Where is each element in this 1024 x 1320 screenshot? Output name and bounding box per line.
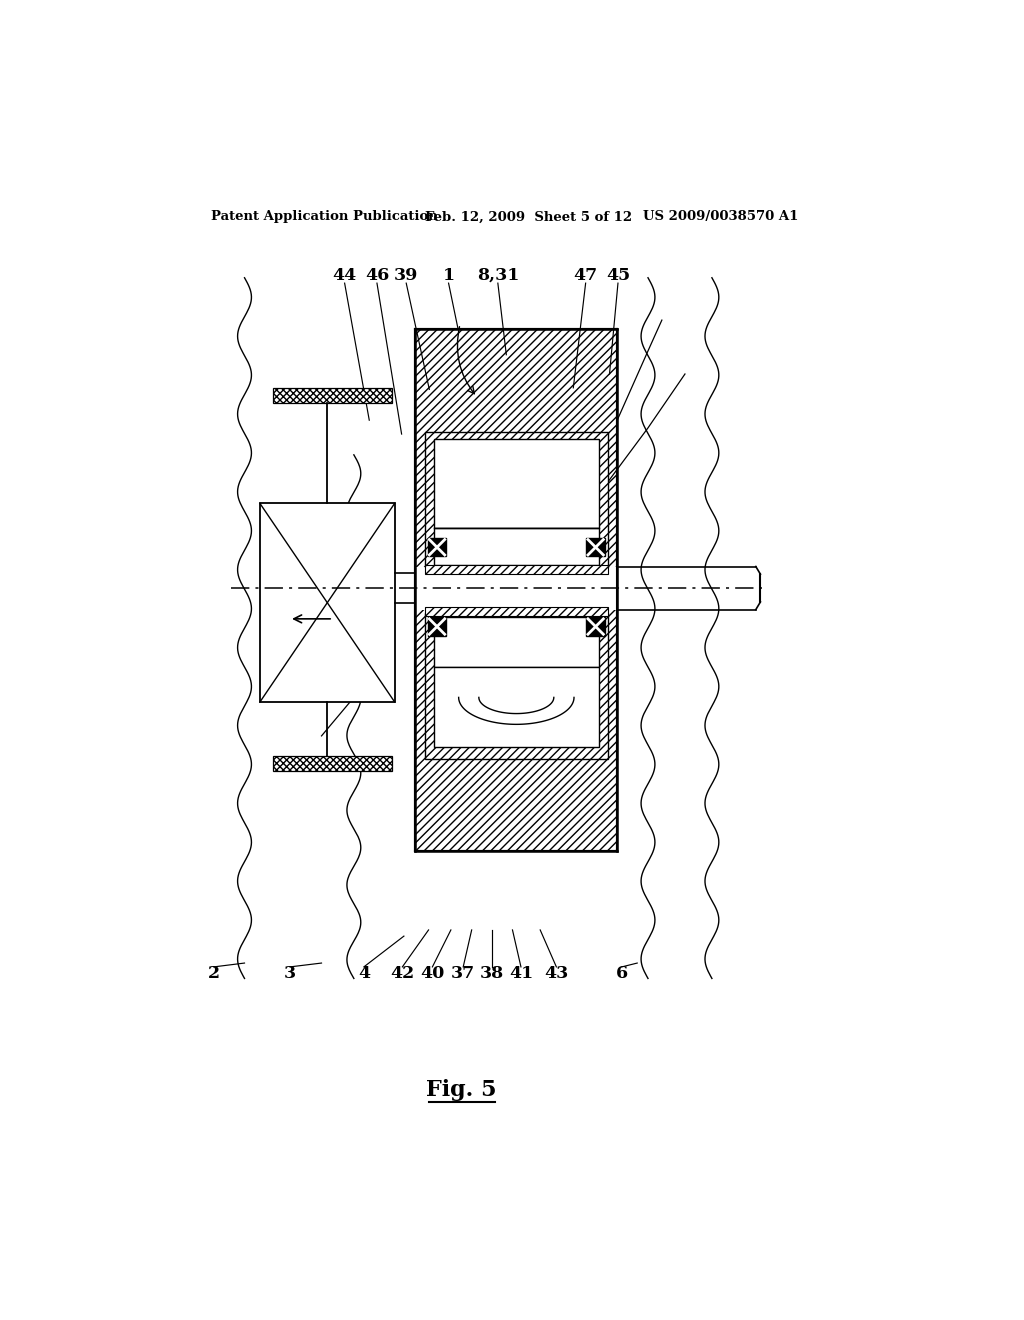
- Bar: [260, 503, 394, 702]
- Bar: [587, 618, 605, 636]
- Text: 42: 42: [390, 965, 415, 982]
- Bar: [416, 566, 617, 610]
- Bar: [425, 432, 608, 566]
- Text: 44: 44: [333, 267, 356, 284]
- Text: 40: 40: [420, 965, 444, 982]
- Bar: [434, 618, 599, 667]
- Text: US 2009/0038570 A1: US 2009/0038570 A1: [643, 210, 798, 223]
- Text: Feb. 12, 2009  Sheet 5 of 12: Feb. 12, 2009 Sheet 5 of 12: [425, 210, 633, 223]
- Text: 37: 37: [452, 965, 475, 982]
- Bar: [434, 440, 599, 528]
- Text: 2: 2: [208, 965, 220, 982]
- Bar: [434, 667, 599, 747]
- Bar: [428, 618, 446, 636]
- Bar: [425, 565, 608, 574]
- Text: 6: 6: [615, 965, 628, 982]
- Bar: [273, 388, 392, 404]
- Text: 38: 38: [479, 965, 504, 982]
- Bar: [434, 528, 599, 565]
- Text: 8,31: 8,31: [476, 267, 519, 284]
- Bar: [587, 539, 605, 557]
- Text: 45: 45: [606, 267, 630, 284]
- Text: 1: 1: [442, 267, 455, 284]
- Text: 39: 39: [394, 267, 419, 284]
- Text: 46: 46: [365, 267, 389, 284]
- Text: 41: 41: [509, 965, 534, 982]
- Text: 3: 3: [284, 965, 296, 982]
- Text: 4: 4: [357, 965, 370, 982]
- Bar: [428, 539, 446, 557]
- Text: Patent Application Publication: Patent Application Publication: [211, 210, 438, 223]
- Text: 43: 43: [544, 965, 568, 982]
- Text: 47: 47: [573, 267, 598, 284]
- Bar: [425, 612, 608, 759]
- Text: Fig. 5: Fig. 5: [426, 1080, 497, 1101]
- Bar: [425, 607, 608, 615]
- Bar: [273, 756, 392, 771]
- Bar: [416, 330, 617, 851]
